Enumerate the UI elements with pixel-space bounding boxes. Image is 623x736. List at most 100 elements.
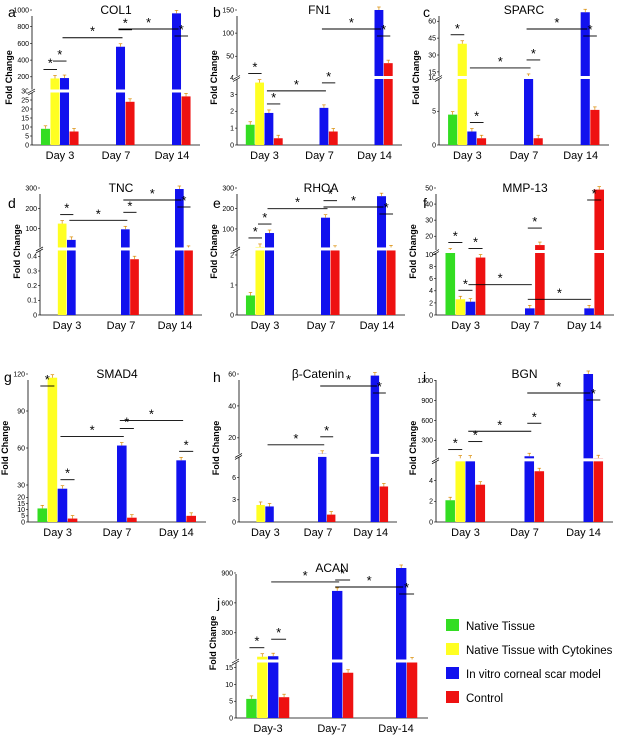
- bar-control: [328, 131, 338, 145]
- x-category-label: Day 14: [357, 150, 392, 162]
- x-category-label: Day 3: [53, 320, 82, 332]
- significance-star: *: [474, 109, 479, 124]
- bar-native_cytokines: [256, 504, 265, 522]
- bar-control: [383, 63, 393, 145]
- y-tick-label: 0: [21, 519, 25, 526]
- y-tick-label: 1200: [417, 378, 433, 385]
- bar-native: [37, 508, 48, 522]
- legend-label: Native Tissue with Cytokines: [466, 645, 613, 657]
- x-category-label: Day 3: [451, 320, 480, 332]
- y-tick-label: 0.1: [27, 298, 37, 305]
- bar-control: [326, 514, 336, 522]
- significance-star: *: [253, 224, 258, 239]
- significance-star: *: [184, 437, 189, 452]
- y-tick-label: 0: [229, 715, 233, 722]
- x-category-label: Day 7: [307, 320, 336, 332]
- y-tick-label: 15: [428, 69, 436, 76]
- y-tick-label: 6: [429, 276, 433, 283]
- legend: Native Tissue Native Tissue with Cytokine…: [446, 619, 613, 705]
- x-category-label: Day-14: [378, 723, 413, 735]
- axis-break-mark: [231, 660, 240, 666]
- y-tick-label: 50: [425, 185, 433, 192]
- chart-panel-d: d TNC 0 0.1 0.2 0.3 0.4 100 200 300 Fold Change Day…: [8, 181, 202, 332]
- significance-star: *: [179, 22, 184, 37]
- bar-control: [590, 109, 600, 145]
- significance-star: *: [531, 46, 536, 61]
- axis-break-mark: [27, 88, 36, 94]
- y-tick-label: 40: [228, 403, 236, 410]
- bar-control: [186, 515, 197, 522]
- x-category-label: Day 3: [451, 527, 480, 539]
- y-tick-label: 100: [25, 226, 37, 233]
- y-tick-label: 0: [429, 312, 433, 319]
- panel-letter: b: [213, 4, 221, 20]
- significance-star: *: [340, 566, 345, 581]
- x-category-label: Day-3: [253, 723, 282, 735]
- axis-break-mark: [35, 248, 44, 254]
- bar-scar_model: [264, 112, 274, 145]
- y-axis-title: Fold Change: [408, 421, 418, 476]
- significance-star: *: [557, 285, 562, 300]
- legend-swatch-scar_model: [446, 667, 459, 679]
- y-tick-label: 200: [222, 206, 234, 213]
- axis-break-mark: [431, 459, 440, 465]
- bar-scar_model: [67, 239, 76, 315]
- y-tick-label: 8: [429, 264, 433, 271]
- y-tick-label: 150: [222, 7, 234, 14]
- x-category-label: Day 3: [43, 527, 72, 539]
- bar-control: [181, 96, 191, 145]
- y-tick-label: 0: [230, 312, 234, 319]
- y-tick-label: 0: [232, 519, 236, 526]
- significance-star: *: [473, 235, 478, 250]
- significance-star: *: [328, 187, 333, 202]
- panel-letter: i: [423, 369, 426, 385]
- bar-scar_model: [60, 78, 70, 145]
- axis-break-mark: [232, 248, 241, 254]
- bar-control: [534, 471, 545, 522]
- y-tick-label: 0: [429, 519, 433, 526]
- axis-break-mark: [431, 251, 440, 256]
- y-tick-label: 60: [428, 19, 436, 26]
- y-tick-label: 6: [232, 475, 236, 482]
- y-tick-label: 30: [425, 218, 433, 225]
- legend-swatch-native_cytokines: [446, 643, 459, 655]
- significance-star: *: [262, 210, 267, 225]
- bar-native_cytokines: [255, 246, 265, 315]
- significance-star: *: [254, 634, 259, 649]
- significance-star: *: [271, 90, 276, 105]
- significance-star: *: [497, 417, 502, 432]
- axis-break-mark: [434, 75, 443, 80]
- bar-scar_model: [268, 656, 279, 718]
- significance-star: *: [150, 186, 155, 201]
- y-tick-label: 60: [228, 371, 236, 378]
- significance-star: *: [384, 200, 389, 215]
- y-tick-label: 1000: [13, 7, 29, 14]
- y-tick-label: 15: [21, 115, 29, 122]
- x-category-label: Day 14: [563, 150, 598, 162]
- axis-break-mark: [434, 77, 443, 82]
- significance-star: *: [295, 195, 300, 210]
- bar-control: [386, 248, 396, 315]
- bar-native_cytokines: [255, 82, 264, 145]
- bar-scar_model: [318, 453, 327, 522]
- panel-letter: c: [423, 4, 430, 20]
- bar-scar_model: [57, 488, 68, 522]
- y-tick-label: 200: [17, 74, 29, 81]
- x-category-label: Day 3: [453, 150, 482, 162]
- bar-control: [127, 517, 137, 522]
- bar-scar_model: [583, 374, 594, 522]
- y-tick-label: 2: [429, 300, 433, 307]
- bar-native_cytokines: [47, 377, 58, 522]
- significance-star: *: [498, 271, 503, 286]
- y-tick-label: 30: [17, 482, 25, 489]
- bar-control: [593, 458, 604, 522]
- bar-scar_model: [265, 506, 274, 522]
- y-tick-label: 10: [17, 507, 25, 514]
- panel-title: ACAN: [315, 561, 348, 575]
- y-tick-label: 0: [33, 312, 37, 319]
- axis-break-mark: [234, 453, 243, 458]
- axis-break: [435, 76, 609, 79]
- bar-native: [40, 128, 50, 145]
- panel-title: COL1: [100, 3, 132, 17]
- y-tick-label: 20: [425, 234, 433, 241]
